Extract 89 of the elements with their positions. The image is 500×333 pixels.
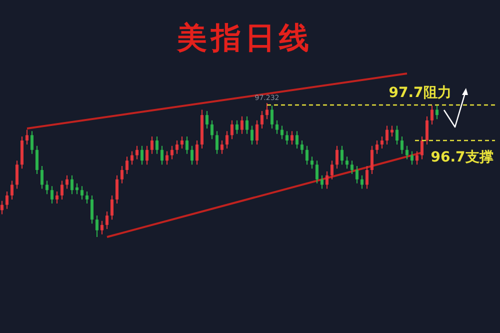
candlestick: [100, 220, 104, 235]
candlestick: [176, 140, 178, 154]
candlestick: [256, 120, 258, 146]
candlestick: [300, 140, 304, 154]
candlestick: [310, 156, 314, 170]
candlestick: [130, 150, 134, 166]
candlestick: [190, 145, 194, 166]
ref-line-label: 97.7阻力: [388, 85, 452, 102]
candlestick: [296, 130, 298, 150]
candlestick: [66, 174, 68, 190]
candlestick: [170, 145, 174, 160]
candlestick: [320, 174, 324, 190]
candlestick: [330, 160, 334, 180]
candlestick: [120, 165, 124, 184]
candlestick: [326, 170, 328, 190]
candlestick: [426, 116, 428, 146]
candlestick: [436, 105, 438, 120]
candlestick: [150, 136, 154, 154]
candlestick: [280, 125, 284, 140]
candlestick: [30, 130, 34, 154]
candlestick: [356, 165, 358, 184]
candlestick: [156, 136, 158, 154]
candlestick: [430, 105, 434, 125]
candlestick: [316, 160, 318, 184]
chart-title: 美指日线: [176, 21, 313, 56]
candlestick: [276, 120, 278, 134]
candlestick: [90, 194, 94, 224]
candlestick: [136, 145, 138, 160]
candlestick: [286, 130, 288, 146]
candlestick: [110, 194, 114, 220]
candlestick: [210, 120, 214, 140]
candlestick: [140, 145, 144, 166]
candlestick: [186, 136, 188, 154]
candlestick: [350, 160, 354, 175]
candlestick: [250, 125, 254, 146]
candlestick: [116, 174, 118, 204]
candlestick: [50, 186, 54, 204]
candlestick: [396, 125, 398, 146]
candlestick: [236, 120, 238, 134]
candlestick: [96, 215, 98, 238]
candlestick: [36, 145, 38, 175]
ref-line-label: 96.7支撑: [430, 150, 494, 166]
candlestick: [270, 105, 274, 129]
candlestick: [16, 160, 18, 190]
candlestick: [230, 120, 234, 140]
candlestick: [180, 136, 184, 150]
candlestick: [40, 165, 44, 190]
candlestick: [376, 140, 378, 154]
candlestick: [386, 125, 388, 146]
candlestick: [160, 145, 164, 166]
candlestick: [46, 180, 48, 195]
candlestick: [106, 211, 108, 230]
candlestick: [220, 140, 224, 154]
candlestick: [126, 156, 128, 175]
candlestick: [10, 180, 14, 200]
candlestick: [246, 116, 248, 134]
candlestick: [366, 165, 368, 190]
candlestick: [70, 174, 74, 195]
candlestick: [390, 125, 394, 137]
candlestick: [240, 116, 244, 134]
candlestick: [0, 200, 4, 215]
candlestick: [266, 102, 268, 120]
candlestick: [336, 145, 338, 170]
candlestick: [196, 140, 198, 166]
candlestick: [260, 110, 264, 129]
candlestick: [306, 145, 308, 166]
candlestick: [360, 174, 364, 190]
candlestick: [26, 129, 28, 146]
candlestick: [206, 110, 208, 129]
candlestick: [86, 190, 88, 204]
candlestick: [340, 145, 344, 166]
candlestick: [80, 186, 84, 200]
candlestick: [166, 150, 168, 166]
candlestick: [380, 136, 384, 150]
candlestick: [6, 190, 8, 210]
candlestick: [226, 130, 228, 150]
candlestick: [76, 182, 78, 195]
candlestick: [410, 150, 414, 166]
candlestick: [406, 145, 408, 160]
candlestick: [346, 156, 348, 170]
candlestick: [400, 136, 404, 154]
candlestick: [370, 145, 374, 175]
candlestick: [420, 136, 424, 160]
candlestick: [290, 130, 294, 146]
candlestick: [56, 190, 58, 204]
candlestick: [416, 150, 418, 166]
candlestick: [60, 180, 64, 200]
candlestick: [216, 130, 218, 154]
candlestick: [146, 145, 148, 166]
